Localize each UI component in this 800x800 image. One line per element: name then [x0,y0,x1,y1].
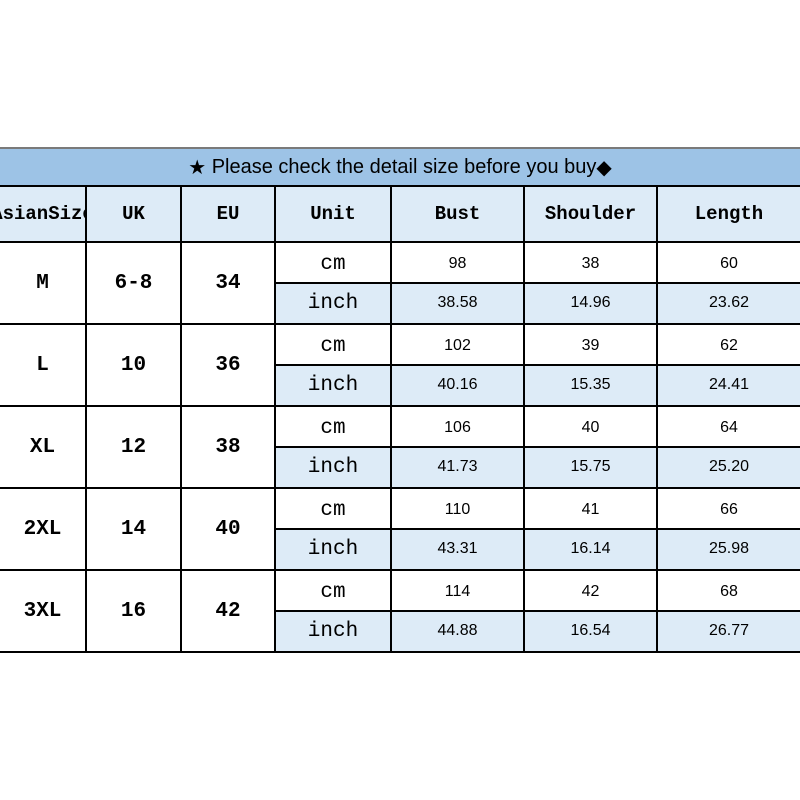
eu-cell: 40 [182,489,276,571]
uk-cell: 6-8 [87,243,182,325]
inch-length-cell: 24.41 [658,366,800,407]
inch-unit-cell: inch [276,612,392,653]
header-shoulder: Shoulder [525,187,658,243]
size-table: AsianSizeUKEUUnitBustShoulderLengthM6-83… [0,187,800,653]
size-cell: 2XL [0,489,87,571]
cm-bust-cell: 114 [392,571,525,612]
inch-length-cell: 23.62 [658,284,800,325]
cm-shoulder-cell: 39 [525,325,658,366]
cm-unit-cell: cm [276,325,392,366]
banner-text: Please check the detail size before you … [211,155,597,178]
size-cell: XL [0,407,87,489]
uk-cell: 12 [87,407,182,489]
diamond-icon: ◆ [596,156,612,179]
eu-cell: 38 [182,407,276,489]
inch-unit-cell: inch [276,284,392,325]
uk-cell: 10 [87,325,182,407]
header-uk: UK [87,187,182,243]
cm-length-cell: 60 [658,243,800,284]
eu-cell: 34 [182,243,276,325]
header-asian-size: AsianSize [0,187,94,243]
inch-unit-cell: inch [276,530,392,571]
cm-length-cell: 66 [658,489,800,530]
cm-shoulder-cell: 42 [525,571,658,612]
inch-shoulder-cell: 16.54 [525,612,658,653]
cm-unit-cell: cm [276,489,392,530]
cm-length-cell: 68 [658,571,800,612]
star-icon: ★ [188,156,207,179]
inch-bust-cell: 41.73 [392,448,525,489]
cm-bust-cell: 106 [392,407,525,448]
cm-bust-cell: 102 [392,325,525,366]
cm-bust-cell: 98 [392,243,525,284]
inch-bust-cell: 40.16 [392,366,525,407]
cm-length-cell: 64 [658,407,800,448]
cm-shoulder-cell: 40 [525,407,658,448]
inch-bust-cell: 38.58 [392,284,525,325]
cm-unit-cell: cm [276,571,392,612]
uk-cell: 16 [87,571,182,653]
size-cell: L [0,325,87,407]
inch-unit-cell: inch [276,366,392,407]
inch-bust-cell: 44.88 [392,612,525,653]
inch-shoulder-cell: 15.75 [525,448,658,489]
eu-cell: 36 [182,325,276,407]
inch-length-cell: 26.77 [658,612,800,653]
eu-cell: 42 [182,571,276,653]
header-asian-line: Asian [0,202,49,225]
size-notice-banner: ★ Please check the detail size before yo… [0,147,800,187]
size-cell: 3XL [0,571,87,653]
cm-bust-cell: 110 [392,489,525,530]
inch-unit-cell: inch [276,448,392,489]
cm-shoulder-cell: 38 [525,243,658,284]
cm-unit-cell: cm [276,243,392,284]
inch-length-cell: 25.20 [658,448,800,489]
header-unit: Unit [276,187,392,243]
header-eu: EU [182,187,276,243]
uk-cell: 14 [87,489,182,571]
header-size-line: Size [48,202,94,225]
header-bust: Bust [392,187,525,243]
inch-shoulder-cell: 16.14 [525,530,658,571]
inch-bust-cell: 43.31 [392,530,525,571]
cm-unit-cell: cm [276,407,392,448]
cm-length-cell: 62 [658,325,800,366]
inch-shoulder-cell: 14.96 [525,284,658,325]
cm-shoulder-cell: 41 [525,489,658,530]
inch-length-cell: 25.98 [658,530,800,571]
inch-shoulder-cell: 15.35 [525,366,658,407]
header-length: Length [658,187,800,243]
size-cell: M [0,243,87,325]
